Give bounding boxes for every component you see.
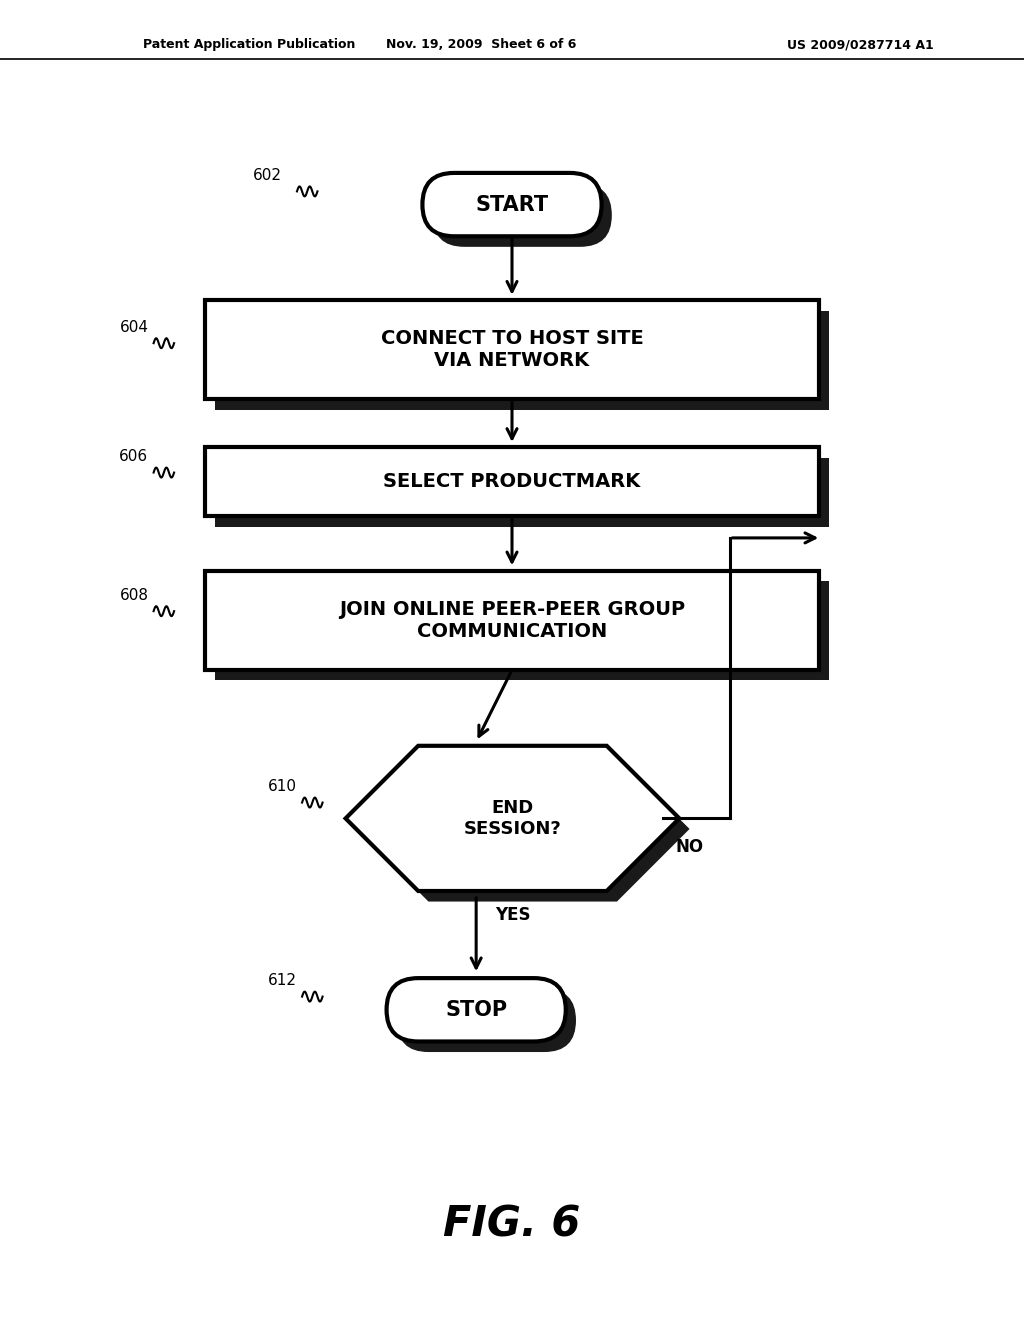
- Bar: [205, 570, 819, 671]
- Bar: [215, 312, 829, 409]
- Text: 612: 612: [268, 973, 297, 989]
- FancyBboxPatch shape: [432, 183, 611, 247]
- Text: YES: YES: [495, 906, 530, 924]
- Text: END
SESSION?: END SESSION?: [464, 799, 561, 838]
- Bar: [205, 301, 819, 400]
- FancyBboxPatch shape: [422, 173, 601, 236]
- Text: JOIN ONLINE PEER-PEER GROUP
COMMUNICATION: JOIN ONLINE PEER-PEER GROUP COMMUNICATIO…: [339, 599, 685, 642]
- Text: 608: 608: [120, 587, 148, 603]
- Polygon shape: [356, 756, 689, 902]
- FancyBboxPatch shape: [397, 989, 575, 1052]
- Polygon shape: [346, 746, 679, 891]
- Bar: [215, 581, 829, 681]
- Text: CONNECT TO HOST SITE
VIA NETWORK: CONNECT TO HOST SITE VIA NETWORK: [381, 329, 643, 371]
- Bar: [205, 447, 819, 516]
- Text: 610: 610: [268, 779, 297, 795]
- Text: Patent Application Publication: Patent Application Publication: [143, 38, 355, 51]
- Text: NO: NO: [676, 838, 703, 857]
- Text: 602: 602: [253, 168, 282, 183]
- Text: 604: 604: [120, 319, 148, 335]
- Text: FIG. 6: FIG. 6: [443, 1204, 581, 1246]
- Text: SELECT PRODUCTMARK: SELECT PRODUCTMARK: [383, 473, 641, 491]
- Text: STOP: STOP: [445, 999, 507, 1020]
- Text: 606: 606: [120, 449, 148, 465]
- Text: US 2009/0287714 A1: US 2009/0287714 A1: [786, 38, 934, 51]
- Text: Nov. 19, 2009  Sheet 6 of 6: Nov. 19, 2009 Sheet 6 of 6: [386, 38, 577, 51]
- Text: START: START: [475, 194, 549, 215]
- Bar: [215, 458, 829, 527]
- FancyBboxPatch shape: [387, 978, 565, 1041]
